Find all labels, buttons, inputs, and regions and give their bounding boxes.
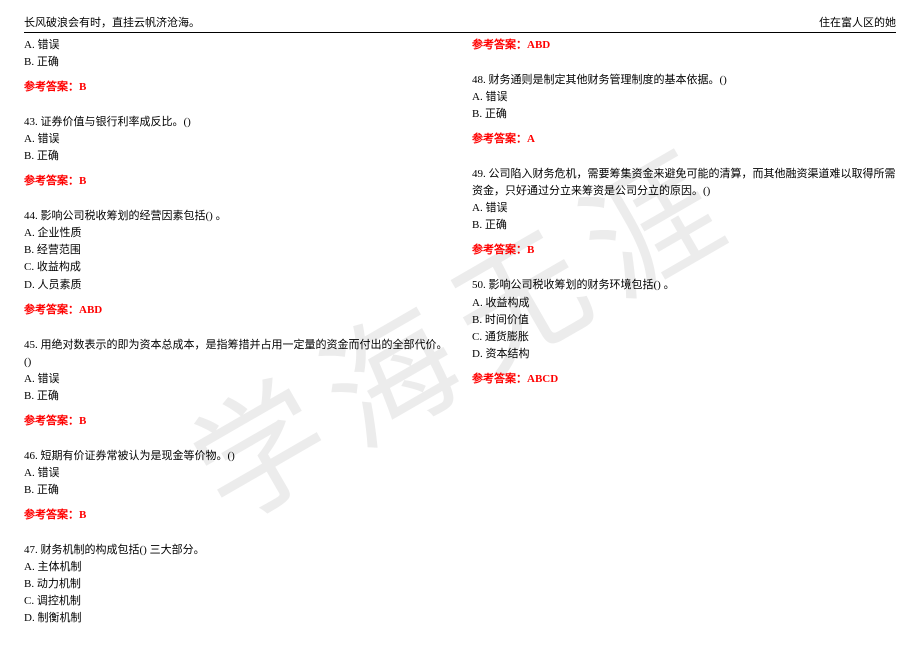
answer: 参考答案：B bbox=[472, 242, 896, 259]
question-text: 46. 短期有价证券常被认为是现金等价物。() bbox=[24, 448, 448, 465]
option: B. 时间价值 bbox=[472, 312, 896, 329]
q50: 50. 影响公司税收筹划的财务环境包括() 。 A. 收益构成 B. 时间价值 … bbox=[472, 277, 896, 387]
question-text: 45. 用绝对数表示的即为资本总成本，是指筹措并占用一定量的资金而付出的全部代价… bbox=[24, 337, 448, 371]
question-text: 44. 影响公司税收筹划的经营因素包括() 。 bbox=[24, 208, 448, 225]
answer: 参考答案：A bbox=[472, 131, 896, 148]
option: A. 企业性质 bbox=[24, 225, 448, 242]
answer: 参考答案：B bbox=[24, 173, 448, 190]
option: C. 收益构成 bbox=[24, 259, 448, 276]
right-column: 参考答案：ABD 48. 财务通则是制定其他财务管理制度的基本依据。() A. … bbox=[472, 37, 896, 645]
option: A. 错误 bbox=[24, 465, 448, 482]
option: A. 主体机制 bbox=[24, 559, 448, 576]
page: 长风破浪会有时，直挂云帆济沧海。 住在富人区的她 A. 错误 B. 正确 参考答… bbox=[0, 0, 920, 645]
answer: 参考答案：ABCD bbox=[472, 371, 896, 388]
question-text: 48. 财务通则是制定其他财务管理制度的基本依据。() bbox=[472, 72, 896, 89]
q47-answer-block: 参考答案：ABD bbox=[472, 37, 896, 54]
option: D. 人员素质 bbox=[24, 277, 448, 294]
option: B. 正确 bbox=[472, 106, 896, 123]
option: B. 正确 bbox=[24, 388, 448, 405]
left-column: A. 错误 B. 正确 参考答案：B 43. 证券价值与银行利率成反比。() A… bbox=[24, 37, 448, 645]
option: B. 经营范围 bbox=[24, 242, 448, 259]
answer: 参考答案：B bbox=[24, 507, 448, 524]
q44: 44. 影响公司税收筹划的经营因素包括() 。 A. 企业性质 B. 经营范围 … bbox=[24, 208, 448, 318]
q46: 46. 短期有价证券常被认为是现金等价物。() A. 错误 B. 正确 参考答案… bbox=[24, 448, 448, 524]
q47: 47. 财务机制的构成包括() 三大部分。 A. 主体机制 B. 动力机制 C.… bbox=[24, 542, 448, 627]
option: D. 制衡机制 bbox=[24, 610, 448, 627]
q45: 45. 用绝对数表示的即为资本总成本，是指筹措并占用一定量的资金而付出的全部代价… bbox=[24, 337, 448, 430]
option: B. 动力机制 bbox=[24, 576, 448, 593]
option: A. 错误 bbox=[24, 371, 448, 388]
option: C. 调控机制 bbox=[24, 593, 448, 610]
option: A. 收益构成 bbox=[472, 295, 896, 312]
q49: 49. 公司陷入财务危机，需要筹集资金来避免可能的清算，而其他融资渠道难以取得所… bbox=[472, 166, 896, 259]
option: A. 错误 bbox=[472, 200, 896, 217]
header-left: 长风破浪会有时，直挂云帆济沧海。 bbox=[24, 14, 200, 30]
option: B. 正确 bbox=[24, 148, 448, 165]
option: B. 正确 bbox=[24, 482, 448, 499]
q43: 43. 证券价值与银行利率成反比。() A. 错误 B. 正确 参考答案：B bbox=[24, 114, 448, 190]
columns: A. 错误 B. 正确 参考答案：B 43. 证券价值与银行利率成反比。() A… bbox=[24, 37, 896, 645]
question-text: 49. 公司陷入财务危机，需要筹集资金来避免可能的清算，而其他融资渠道难以取得所… bbox=[472, 166, 896, 200]
option: B. 正确 bbox=[24, 54, 448, 71]
page-header: 长风破浪会有时，直挂云帆济沧海。 住在富人区的她 bbox=[24, 14, 896, 33]
answer: 参考答案：ABD bbox=[472, 37, 896, 54]
q48: 48. 财务通则是制定其他财务管理制度的基本依据。() A. 错误 B. 正确 … bbox=[472, 72, 896, 148]
question-text: 50. 影响公司税收筹划的财务环境包括() 。 bbox=[472, 277, 896, 294]
option: D. 资本结构 bbox=[472, 346, 896, 363]
question-text: 43. 证券价值与银行利率成反比。() bbox=[24, 114, 448, 131]
answer: 参考答案：ABD bbox=[24, 302, 448, 319]
question-text: 47. 财务机制的构成包括() 三大部分。 bbox=[24, 542, 448, 559]
option: C. 通货膨胀 bbox=[472, 329, 896, 346]
option: B. 正确 bbox=[472, 217, 896, 234]
answer: 参考答案：B bbox=[24, 79, 448, 96]
option: A. 错误 bbox=[472, 89, 896, 106]
answer: 参考答案：B bbox=[24, 413, 448, 430]
option: A. 错误 bbox=[24, 37, 448, 54]
option: A. 错误 bbox=[24, 131, 448, 148]
q42-continuation: A. 错误 B. 正确 参考答案：B bbox=[24, 37, 448, 96]
header-right: 住在富人区的她 bbox=[819, 14, 896, 30]
